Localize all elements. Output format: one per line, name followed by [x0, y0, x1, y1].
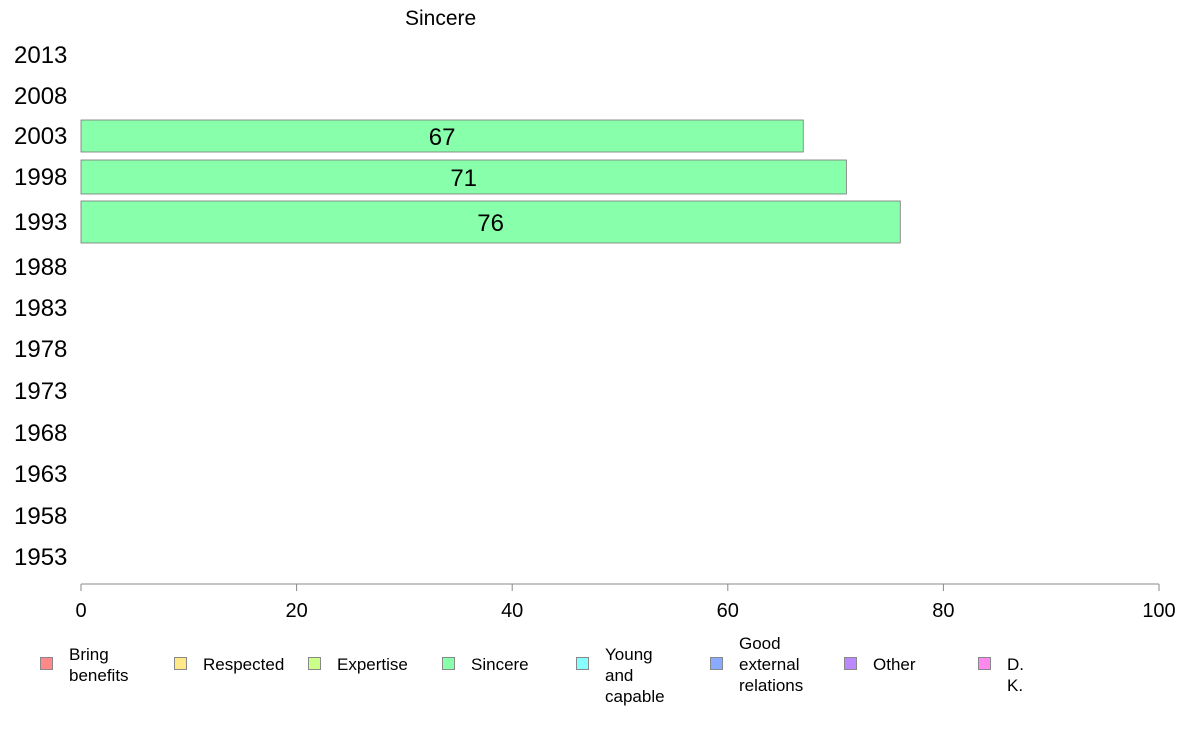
- x-tick-label-40: 40: [501, 600, 523, 622]
- y-tick-label-1953: 1953: [14, 544, 67, 571]
- legend-swatch-bring-benefits: [40, 657, 53, 670]
- legend-label-good-external-relations: Good external relations: [739, 634, 804, 695]
- bar-1998: [80, 159, 847, 195]
- y-tick-label-2003: 2003: [14, 123, 67, 150]
- bar-2003: [80, 119, 804, 153]
- legend-label-young-and-capable: Young and capable: [605, 645, 665, 706]
- legend-label-dk: D. K.: [1007, 655, 1024, 695]
- x-tick-label-20: 20: [285, 600, 307, 622]
- data-label-1998: 71: [450, 165, 477, 192]
- y-tick-label-1998: 1998: [14, 164, 67, 191]
- legend-swatch-other: [844, 657, 857, 670]
- y-tick-label-2008: 2008: [14, 83, 67, 110]
- legend-swatch-dk: [978, 657, 991, 670]
- bar-chart: 2013 2008 2003 1998 1993 1988 1983 1978 1973 1968…: [14, 42, 1176, 622]
- legend-label-respected: Respected: [203, 655, 285, 674]
- data-label-1993: 76: [477, 210, 504, 237]
- bar-1993: [80, 200, 901, 244]
- y-tick-label-1973: 1973: [14, 378, 67, 405]
- legend-label-sincere: Sincere: [471, 655, 529, 674]
- y-tick-label-1988: 1988: [14, 254, 67, 281]
- legend-swatch-sincere: [442, 657, 455, 670]
- x-tick-label-100: 100: [1142, 600, 1175, 622]
- x-tick-label-0: 0: [75, 600, 86, 622]
- chart-title: Sincere: [405, 7, 477, 30]
- legend-swatch-respected: [174, 657, 187, 670]
- x-tick-label-80: 80: [932, 600, 954, 622]
- y-tick-label-1958: 1958: [14, 503, 67, 530]
- x-tick-label-60: 60: [717, 600, 739, 622]
- y-tick-label-1963: 1963: [14, 461, 67, 488]
- y-tick-label-1968: 1968: [14, 420, 67, 447]
- y-tick-label-1978: 1978: [14, 336, 67, 363]
- y-tick-label-1993: 1993: [14, 209, 67, 236]
- legend-label-other: Other: [873, 655, 916, 674]
- legend-swatch-good-external-relations: [710, 657, 723, 670]
- legend-label-expertise: Expertise: [337, 655, 408, 674]
- legend-swatch-young-and-capable: [576, 657, 589, 670]
- legend-swatch-expertise: [308, 657, 321, 670]
- legend-label-bring-benefits: Bring benefits: [69, 645, 129, 685]
- legend: Bring benefits Respected Expertise Since…: [0, 630, 1188, 710]
- y-tick-label-2013: 2013: [14, 42, 67, 69]
- data-label-2003: 67: [429, 124, 456, 151]
- y-tick-label-1983: 1983: [14, 295, 67, 322]
